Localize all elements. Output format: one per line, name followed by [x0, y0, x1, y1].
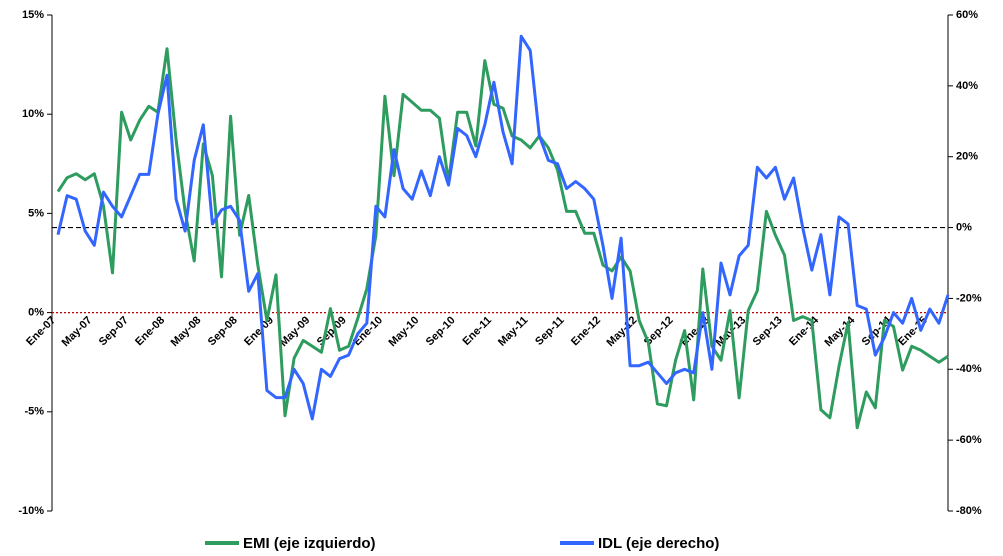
- x-tick-label: Sep-10: [424, 314, 458, 348]
- y2-tick-label: 60%: [956, 9, 978, 21]
- x-tick-label: Sep-11: [533, 314, 567, 348]
- y-tick-label: -5%: [24, 406, 44, 418]
- series-line: [56, 34, 950, 421]
- y2-tick-label: -20%: [956, 292, 982, 304]
- y-tick-label: 10%: [22, 108, 44, 120]
- y2-tick-label: 40%: [956, 80, 978, 92]
- x-tick-label: May-11: [496, 314, 530, 348]
- x-tick-label: May-12: [605, 314, 640, 349]
- x-tick-label: Sep-12: [642, 314, 676, 348]
- y-tick-label: 0%: [28, 307, 44, 319]
- y-tick-label: -10%: [18, 505, 44, 517]
- x-tick-label: May-10: [387, 314, 422, 349]
- x-tick-label: Ene-11: [461, 314, 495, 348]
- y-tick-label: 5%: [28, 207, 44, 219]
- x-tick-label: May-08: [169, 314, 204, 349]
- y-tick-label: 15%: [22, 9, 44, 21]
- legend-label: EMI (eje izquierdo): [243, 535, 376, 552]
- x-tick-label: May-14: [823, 314, 858, 349]
- y2-tick-label: -60%: [956, 434, 982, 446]
- y2-tick-label: -40%: [956, 363, 982, 375]
- x-tick-label: Sep-13: [751, 314, 785, 348]
- x-tick-label: Ene-09: [242, 314, 276, 348]
- x-tick-label: Ene-08: [133, 314, 167, 348]
- series-line: [56, 47, 949, 430]
- x-tick-label: Ene-12: [569, 314, 603, 348]
- y2-tick-label: -80%: [956, 505, 982, 517]
- y2-tick-label: 20%: [956, 151, 978, 163]
- x-tick-label: Ene-07: [24, 314, 58, 348]
- x-tick-label: Sep-14: [860, 314, 895, 349]
- x-tick-label: Sep-08: [206, 314, 240, 348]
- y2-tick-label: 0%: [956, 221, 972, 233]
- x-tick-label: May-07: [60, 314, 95, 349]
- x-tick-label: Sep-07: [97, 314, 131, 348]
- legend-label: IDL (eje derecho): [598, 535, 719, 552]
